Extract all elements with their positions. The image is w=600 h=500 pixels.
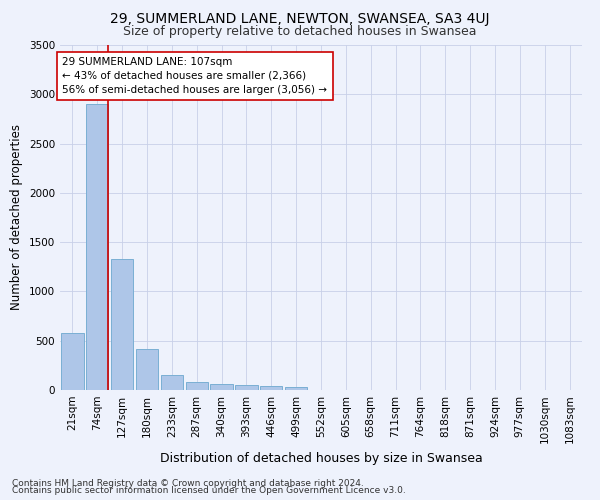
Bar bbox=[161, 374, 183, 390]
X-axis label: Distribution of detached houses by size in Swansea: Distribution of detached houses by size … bbox=[160, 452, 482, 465]
Text: Contains HM Land Registry data © Crown copyright and database right 2024.: Contains HM Land Registry data © Crown c… bbox=[12, 478, 364, 488]
Text: 29 SUMMERLAND LANE: 107sqm
← 43% of detached houses are smaller (2,366)
56% of s: 29 SUMMERLAND LANE: 107sqm ← 43% of deta… bbox=[62, 57, 328, 95]
Y-axis label: Number of detached properties: Number of detached properties bbox=[10, 124, 23, 310]
Text: 29, SUMMERLAND LANE, NEWTON, SWANSEA, SA3 4UJ: 29, SUMMERLAND LANE, NEWTON, SWANSEA, SA… bbox=[110, 12, 490, 26]
Bar bbox=[211, 384, 233, 390]
Bar bbox=[86, 104, 109, 390]
Bar bbox=[235, 384, 257, 390]
Bar bbox=[185, 382, 208, 390]
Text: Size of property relative to detached houses in Swansea: Size of property relative to detached ho… bbox=[123, 25, 477, 38]
Bar bbox=[111, 259, 133, 390]
Bar bbox=[136, 349, 158, 390]
Bar bbox=[260, 386, 283, 390]
Bar bbox=[61, 334, 83, 390]
Text: Contains public sector information licensed under the Open Government Licence v3: Contains public sector information licen… bbox=[12, 486, 406, 495]
Bar bbox=[285, 386, 307, 390]
